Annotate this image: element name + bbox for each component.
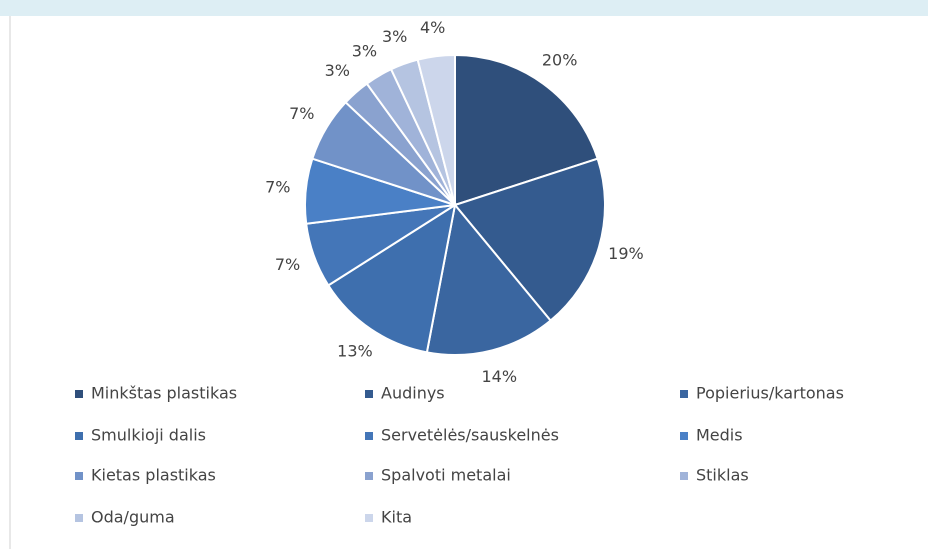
legend-label: Kietas plastikas <box>91 466 216 485</box>
legend-swatch <box>75 390 83 398</box>
slice-label: 14% <box>481 367 517 386</box>
slice-label: 4% <box>420 18 445 37</box>
pie-slice <box>416 53 456 206</box>
header-strip <box>0 0 928 16</box>
slice-label: 19% <box>608 244 644 263</box>
legend-label: Popierius/kartonas <box>696 384 844 403</box>
legend-label: Kita <box>381 508 412 527</box>
slice-label: 20% <box>542 50 578 69</box>
legend-swatch <box>365 514 373 522</box>
legend-swatch <box>365 472 373 480</box>
slice-label: 7% <box>265 178 290 197</box>
legend-label: Smulkioji dalis <box>91 426 206 445</box>
pie-slice <box>326 202 457 354</box>
legend-label: Spalvoti metalai <box>381 466 511 485</box>
slice-label: 7% <box>289 104 314 123</box>
legend-label: Medis <box>696 426 743 445</box>
legend-swatch <box>680 390 688 398</box>
slice-label: 13% <box>337 342 373 361</box>
pie-slice <box>425 202 553 356</box>
legend-swatch <box>365 432 373 440</box>
legend-label: Oda/guma <box>91 508 175 527</box>
pie-slice <box>454 53 599 207</box>
legend-label: Minkštas plastikas <box>91 384 237 403</box>
legend-swatch <box>680 432 688 440</box>
slice-label: 3% <box>382 27 407 46</box>
slice-label: 3% <box>325 61 350 80</box>
legend-label: Audinys <box>381 384 445 403</box>
legend-swatch <box>75 472 83 480</box>
legend-label: Stiklas <box>696 466 749 485</box>
slice-label: 7% <box>275 255 300 274</box>
legend-label: Servetėlės/sauskelnės <box>381 426 559 445</box>
pie-slice <box>453 157 606 322</box>
legend-swatch <box>365 390 373 398</box>
legend-swatch <box>75 432 83 440</box>
legend-swatch <box>680 472 688 480</box>
legend-swatch <box>75 514 83 522</box>
slice-label: 3% <box>352 41 377 60</box>
